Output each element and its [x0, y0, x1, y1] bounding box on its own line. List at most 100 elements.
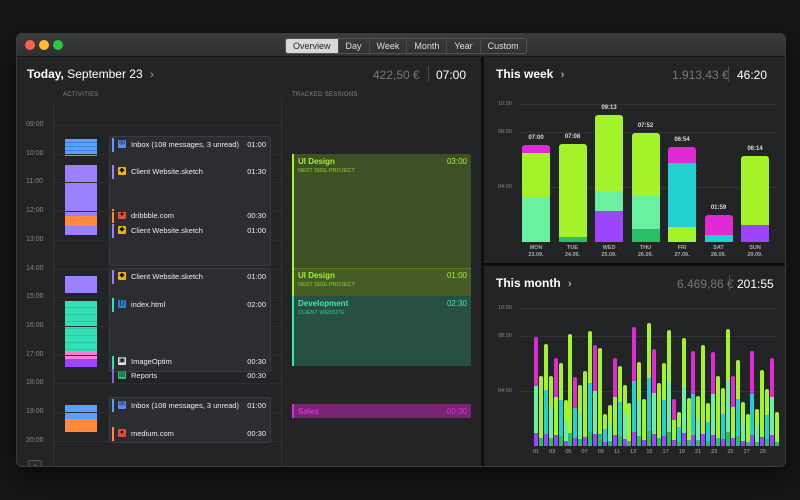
- month-bar[interactable]: [657, 382, 661, 446]
- month-bar[interactable]: [617, 365, 622, 446]
- month-bar[interactable]: [637, 361, 642, 446]
- close-window-button[interactable]: [25, 40, 35, 50]
- activity-duration: 01:00: [247, 272, 266, 281]
- month-bar[interactable]: [548, 375, 553, 446]
- week-bar[interactable]: [558, 143, 587, 242]
- activity-row[interactable]: ▣ ImageOptim 00:30: [110, 355, 270, 369]
- month-bar[interactable]: [597, 348, 602, 446]
- activity-row[interactable]: ◆ Client Website.sketch 01:00: [110, 270, 270, 284]
- month-bar[interactable]: [735, 360, 740, 446]
- bar-segment: [578, 385, 583, 413]
- month-bar[interactable]: [711, 352, 716, 446]
- month-bar[interactable]: [755, 408, 760, 446]
- activity-row[interactable]: ◆ Client Website.sketch 01:30: [110, 165, 270, 179]
- hour-gridline: [53, 153, 281, 155]
- activity-row[interactable]: ✉ Inbox (108 messages, 3 unread) 01:00: [110, 399, 270, 413]
- month-bar[interactable]: [716, 375, 721, 446]
- week-bar[interactable]: [704, 214, 733, 242]
- month-bar[interactable]: [661, 363, 666, 446]
- month-bar[interactable]: [553, 357, 558, 446]
- hour-gridline: [53, 211, 281, 213]
- tracked-session[interactable]: Development CLIENT WEBSITE 02:30: [292, 296, 471, 366]
- month-bar[interactable]: [593, 345, 598, 446]
- month-bar[interactable]: [706, 403, 711, 446]
- month-bar[interactable]: [696, 396, 701, 446]
- month-bar[interactable]: [563, 400, 568, 446]
- activity-row[interactable]: ✉ Inbox (108 messages, 3 unread) 01:00: [110, 138, 270, 152]
- month-bar[interactable]: [647, 323, 652, 446]
- bar-segment: [666, 432, 671, 446]
- month-bar[interactable]: [750, 350, 755, 446]
- month-bar[interactable]: [607, 404, 612, 446]
- activity-color-bar: [112, 209, 114, 223]
- activity-card[interactable]: ✉ Inbox (108 messages, 3 unread) 01:00 ● med…: [109, 397, 271, 443]
- month-bar[interactable]: [558, 363, 563, 446]
- month-bar[interactable]: [578, 385, 583, 446]
- minimize-window-button[interactable]: [39, 40, 49, 50]
- month-bar[interactable]: [691, 350, 696, 446]
- today-header[interactable]: Today, September 23 ›: [27, 67, 154, 81]
- month-bar[interactable]: [612, 357, 617, 446]
- month-bar[interactable]: [627, 403, 632, 446]
- month-bar[interactable]: [770, 357, 775, 446]
- month-bar[interactable]: [602, 414, 607, 446]
- zoom-window-button[interactable]: [53, 40, 63, 50]
- month-bar[interactable]: [534, 336, 538, 446]
- month-bar[interactable]: [765, 389, 770, 446]
- month-bar[interactable]: [701, 345, 706, 446]
- month-bar[interactable]: [568, 334, 573, 446]
- activity-row[interactable]: ▤ Reports 00:30: [110, 369, 270, 383]
- month-bar[interactable]: [725, 328, 730, 446]
- activity-row[interactable]: ● medium.com 00:30: [110, 427, 270, 441]
- week-header[interactable]: This week ›: [496, 67, 564, 81]
- tracked-session[interactable]: UI Design NEXT SIDE-PROJECT 01:00: [292, 268, 471, 296]
- week-bar[interactable]: [522, 145, 550, 242]
- month-bar[interactable]: [538, 375, 543, 446]
- month-bar[interactable]: [632, 327, 637, 446]
- hour-label: 11:00: [26, 178, 43, 186]
- month-bar[interactable]: [775, 411, 780, 446]
- month-bar[interactable]: [760, 370, 765, 446]
- activity-row[interactable]: ⟨⟩ index.html 02:00: [110, 298, 270, 312]
- month-bar[interactable]: [686, 397, 691, 446]
- tracked-session[interactable]: UI Design NEXT SIDE-PROJECT 03:00: [292, 154, 471, 269]
- activity-duration: 01:30: [247, 167, 266, 176]
- tab-year[interactable]: Year: [447, 39, 481, 53]
- month-bar[interactable]: [681, 338, 686, 446]
- month-bar[interactable]: [666, 330, 671, 446]
- month-bar[interactable]: [720, 388, 725, 446]
- activity-card[interactable]: ✉ Inbox (108 messages, 3 unread) 01:00 ◆ Cli…: [109, 136, 271, 266]
- bar-segment: [563, 420, 568, 441]
- activity-card[interactable]: ◆ Client Website.sketch 01:00 ⟨⟩ index.html 0…: [109, 268, 271, 383]
- month-bar[interactable]: [642, 399, 647, 446]
- month-bar[interactable]: [543, 343, 548, 446]
- tracked-session[interactable]: Sales 00:30: [292, 404, 471, 418]
- month-bar[interactable]: [730, 375, 735, 446]
- week-bar[interactable]: [595, 114, 623, 242]
- week-bar[interactable]: [631, 133, 660, 242]
- activity-row[interactable]: ● dribbble.com 00:30: [110, 209, 270, 223]
- month-bar[interactable]: [671, 399, 676, 446]
- tab-overview[interactable]: Overview: [286, 39, 339, 53]
- bar-segment: [522, 145, 550, 154]
- month-bar[interactable]: [622, 385, 627, 446]
- month-header[interactable]: This month ›: [496, 276, 572, 290]
- activity-row[interactable]: ◆ Client Website.sketch 01:00: [110, 224, 270, 238]
- bar-segment: [593, 390, 598, 434]
- month-bar[interactable]: [588, 331, 593, 446]
- week-bar[interactable]: [668, 146, 696, 242]
- tab-week[interactable]: Week: [370, 39, 408, 53]
- month-bar[interactable]: [652, 349, 657, 446]
- tab-month[interactable]: Month: [407, 39, 448, 53]
- x-axis-tick: 25: [727, 449, 734, 455]
- bar-segment: [745, 414, 750, 429]
- month-bar[interactable]: [573, 377, 578, 446]
- tab-day[interactable]: Day: [339, 39, 370, 53]
- tab-custom[interactable]: Custom: [487, 41, 519, 51]
- month-bar[interactable]: [745, 414, 750, 446]
- week-bar[interactable]: [741, 156, 769, 242]
- zoom-in-button[interactable]: +: [28, 460, 42, 466]
- month-bar[interactable]: [740, 401, 745, 446]
- month-bar[interactable]: [676, 411, 681, 446]
- month-bar[interactable]: [583, 371, 588, 446]
